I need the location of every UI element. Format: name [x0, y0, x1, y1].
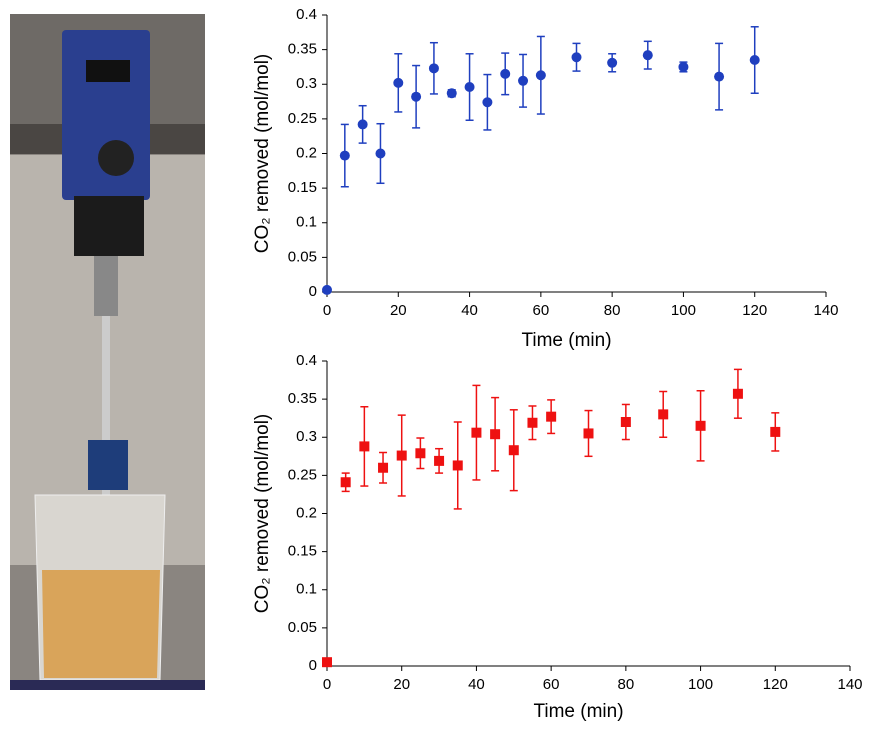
- data-point: [535, 70, 546, 81]
- data-point: [642, 50, 653, 61]
- data-point: [678, 61, 689, 72]
- data-point: [695, 420, 706, 431]
- y-tick-label: 0.15: [288, 179, 317, 196]
- x-tick-label: 0: [323, 676, 331, 693]
- x-tick-label: 140: [837, 676, 862, 693]
- data-point: [620, 417, 631, 427]
- data-point: [500, 68, 511, 79]
- y-tick-label: 0.2: [296, 144, 317, 161]
- x-tick-label: 120: [763, 676, 788, 693]
- x-tick-label: 20: [393, 676, 410, 693]
- data-point: [571, 52, 582, 63]
- y-tick-label: 0.4: [296, 6, 317, 23]
- y-tick-label: 0.35: [288, 41, 317, 58]
- chart: 0 20 40 60 80 100 120 140 0 0.05 0.1 0.15 0.2 0.25 0.3…: [252, 6, 839, 351]
- photo-stirrer: [62, 30, 150, 200]
- data-point: [340, 477, 351, 488]
- data-point: [434, 455, 445, 466]
- y-axis-label: CO₂ removed (mol/mol): [252, 414, 273, 614]
- x-tick-label: 40: [461, 302, 478, 319]
- photo-shaft: [102, 316, 110, 516]
- y-tick-label: 0.1: [296, 214, 317, 231]
- data-point: [490, 429, 501, 440]
- data-point: [770, 426, 781, 437]
- y-tick-label: 0: [309, 657, 317, 674]
- y-axis-label: CO₂ removed (mol/mol): [252, 54, 273, 254]
- y-tick-label: 0.4: [296, 352, 317, 369]
- data-point: [464, 82, 475, 93]
- x-tick-label: 140: [813, 302, 838, 319]
- x-tick-label: 20: [390, 302, 407, 319]
- data-point: [411, 91, 422, 102]
- y-tick-label: 0.05: [288, 619, 317, 636]
- data-point: [322, 657, 332, 668]
- data-point: [482, 97, 493, 108]
- photo-liquid: [42, 570, 160, 678]
- data-point: [396, 450, 407, 461]
- y-tick-label: 0.2: [296, 504, 317, 521]
- photo-display: [86, 60, 130, 82]
- y-tick-label: 0.35: [288, 390, 317, 407]
- data-point: [339, 150, 350, 161]
- y-tick-label: 0.1: [296, 581, 317, 598]
- x-tick-label: 60: [543, 676, 560, 693]
- data-point: [415, 448, 426, 459]
- y-tick-label: 0.15: [288, 543, 317, 560]
- y-tick-label: 0.3: [296, 75, 317, 92]
- data-point: [378, 462, 389, 473]
- x-axis-label: Time (min): [533, 701, 623, 722]
- data-point: [322, 284, 332, 295]
- data-point: [471, 427, 482, 438]
- x-axis-label: Time (min): [521, 330, 611, 351]
- data-point: [452, 460, 463, 471]
- x-tick-label: 120: [742, 302, 767, 319]
- y-tick-label: 0.3: [296, 428, 317, 445]
- x-tick-label: 100: [671, 302, 696, 319]
- data-point: [393, 77, 404, 88]
- data-point: [508, 445, 519, 456]
- photo-clamp: [88, 440, 128, 490]
- data-point: [658, 409, 669, 420]
- chart: 0 20 40 60 80 100 120 140 0 0.05 0.1 0.15 0.2 0.25 0.3…: [252, 352, 863, 722]
- x-tick-label: 100: [688, 676, 713, 693]
- data-point: [546, 411, 557, 422]
- y-tick-label: 0.05: [288, 248, 317, 265]
- x-tick-label: 40: [468, 676, 485, 693]
- photo-motor: [74, 196, 144, 256]
- photo-chuck: [94, 256, 118, 316]
- data-point: [607, 57, 618, 68]
- photo-knob: [98, 140, 134, 176]
- data-point: [357, 119, 368, 130]
- data-point: [527, 417, 538, 428]
- y-tick-label: 0.25: [288, 466, 317, 483]
- x-tick-label: 60: [533, 302, 550, 319]
- photo-base: [10, 680, 205, 690]
- x-tick-label: 80: [604, 302, 621, 319]
- y-tick-label: 0: [309, 283, 317, 300]
- data-point: [714, 71, 725, 82]
- x-tick-label: 0: [323, 302, 331, 319]
- data-point: [732, 388, 743, 399]
- data-point: [583, 428, 594, 439]
- photo: [10, 14, 205, 690]
- data-point: [359, 441, 370, 452]
- data-point: [375, 148, 386, 159]
- y-tick-label: 0.25: [288, 110, 317, 127]
- data-point: [518, 75, 529, 86]
- x-tick-label: 80: [618, 676, 635, 693]
- data-point: [428, 63, 439, 74]
- data-point: [749, 55, 760, 66]
- data-point: [446, 88, 457, 99]
